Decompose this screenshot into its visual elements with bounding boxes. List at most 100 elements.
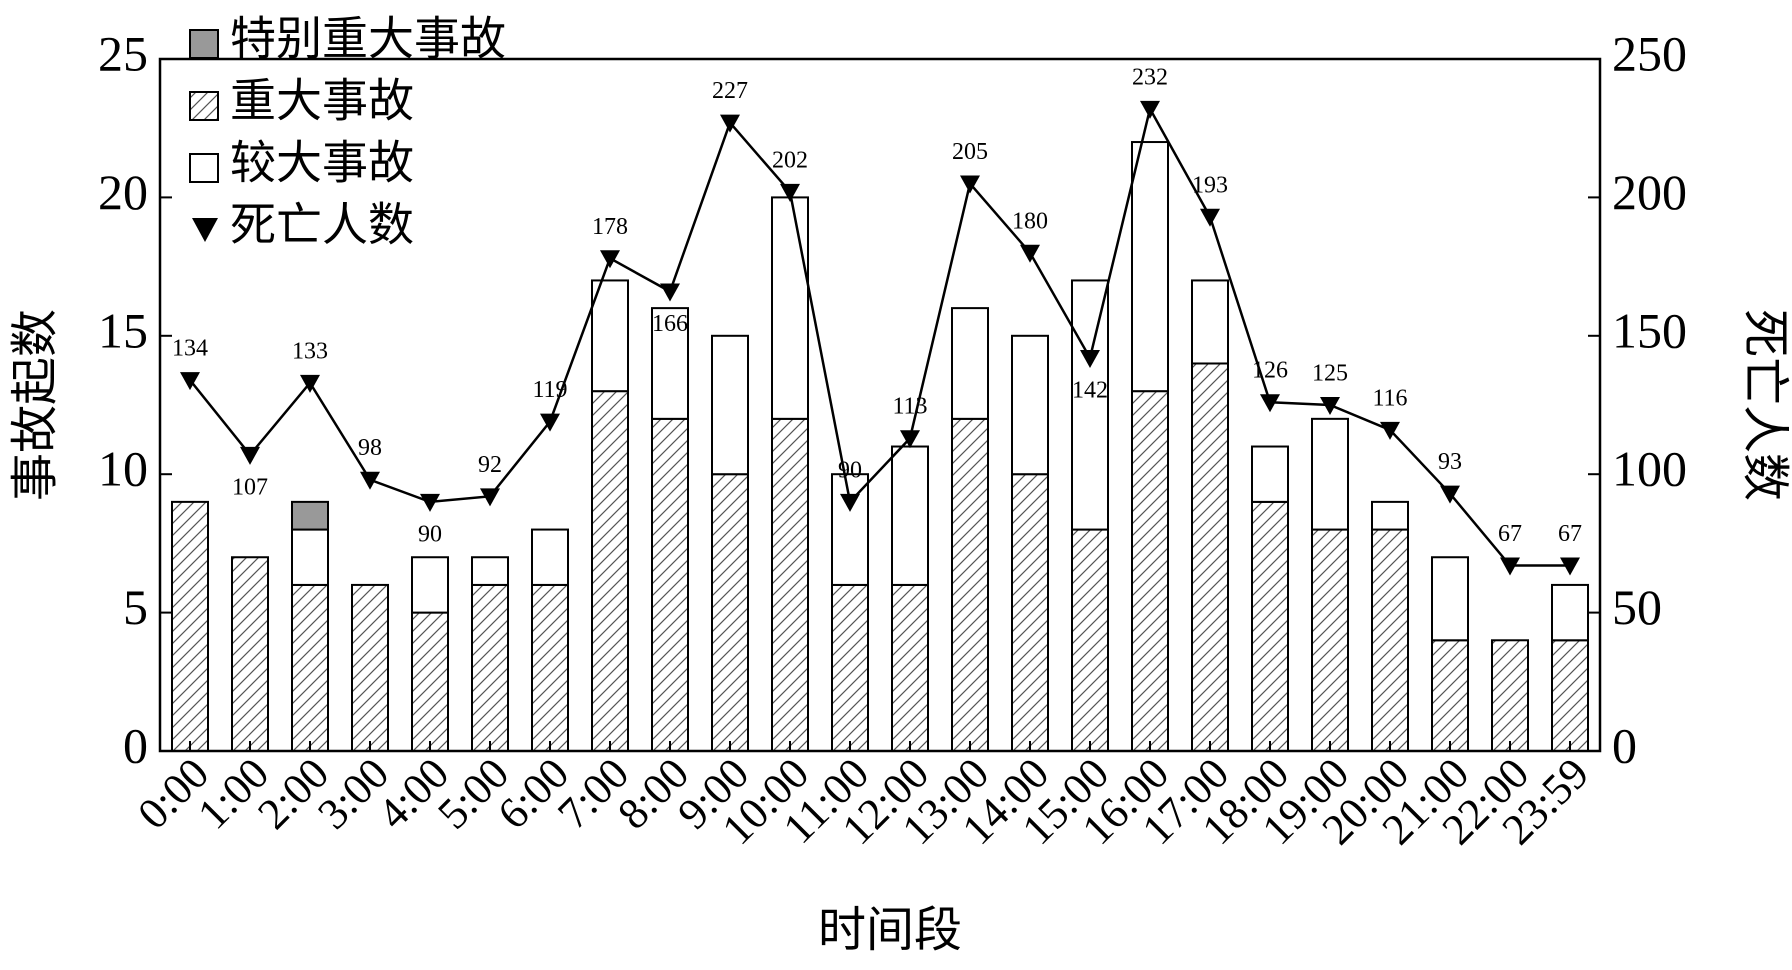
bar [771,196,809,420]
marker [480,488,500,507]
legend-label: 死亡人数 [230,200,414,251]
bar [351,583,389,752]
data-label: 134 [172,336,208,362]
bar [291,500,329,531]
data-label: 93 [1438,449,1462,475]
marker [840,493,860,512]
y-axis-title: 事故起数 [9,309,62,501]
marker [960,175,980,194]
marker [420,493,440,512]
bar [1251,445,1289,503]
marker [1560,557,1580,576]
marker [1440,485,1460,504]
data-label: 125 [1312,361,1348,387]
bar [1431,639,1469,753]
legend-label: 较大事故 [230,138,414,189]
data-label: 202 [772,147,808,173]
marker [720,114,740,133]
bar [711,334,749,476]
bar [291,528,329,586]
bar [531,583,569,752]
bar [471,556,509,586]
bar [1191,279,1229,365]
bar [591,279,629,393]
marker [540,413,560,432]
bar [291,583,329,752]
data-label: 178 [592,214,628,240]
data-label: 113 [892,394,927,420]
bar [831,583,869,752]
marker [900,430,920,449]
marker [780,183,800,202]
bar [1131,390,1169,752]
bar [1191,362,1229,752]
data-label: 126 [1252,358,1288,384]
bar [651,417,689,752]
marker [180,372,200,391]
line [189,105,1570,567]
bar [891,445,929,586]
bar [1491,639,1529,753]
bar [1431,556,1469,642]
y-tick-label: 10 [98,441,148,497]
marker [300,374,320,393]
bar [591,390,629,752]
data-label: 107 [232,474,268,500]
data-label: 232 [1132,64,1168,90]
bar [1071,279,1109,531]
bar [1371,528,1409,752]
bar [1551,639,1589,753]
legend-marker [192,218,218,242]
data-label: 67 [1498,521,1522,547]
bar [411,556,449,614]
bar [771,417,809,752]
legend-swatch [189,29,219,59]
y2-tick-label: 150 [1612,302,1687,358]
marker [660,283,680,302]
data-label: 142 [1072,377,1108,403]
bar [1551,583,1589,642]
marker [1140,100,1160,119]
plot-frame [158,57,1602,753]
marker [1020,244,1040,263]
data-label: 67 [1558,521,1582,547]
data-label: 98 [358,435,382,461]
data-label: 90 [418,521,442,547]
y-tick-label: 25 [98,25,148,81]
bar [1011,473,1049,752]
bar [471,583,509,752]
y2-tick-label: 200 [1612,164,1687,220]
data-label: 119 [532,377,567,403]
y2-axis-title: 死亡人数 [1738,309,1791,501]
legend-label: 特别重大事故 [230,14,506,65]
data-label: 227 [712,78,748,104]
marker [1260,394,1280,413]
data-label: 90 [838,457,862,483]
y-tick-label: 5 [123,579,148,635]
bar [1311,528,1349,752]
y-tick-label: 0 [123,717,148,773]
data-label: 205 [952,139,988,165]
marker [1200,208,1220,227]
data-label: 180 [1012,208,1048,234]
bar [411,611,449,752]
y2-tick-label: 100 [1612,441,1687,497]
y-tick-label: 15 [98,302,148,358]
marker [240,446,260,465]
y-tick-label: 20 [98,164,148,220]
marker [1080,349,1100,368]
legend-label: 重大事故 [230,76,414,127]
data-label: 116 [1372,385,1407,411]
bar [531,528,569,586]
marker [1500,557,1520,576]
data-label: 193 [1192,172,1228,198]
bar [711,473,749,752]
y2-tick-label: 50 [1612,579,1662,635]
bar [1131,141,1169,393]
marker [360,471,380,490]
bar [1011,334,1049,476]
bar [1251,500,1289,752]
legend-swatch [189,153,219,183]
bar [1071,528,1109,752]
y2-tick-label: 0 [1612,717,1637,773]
